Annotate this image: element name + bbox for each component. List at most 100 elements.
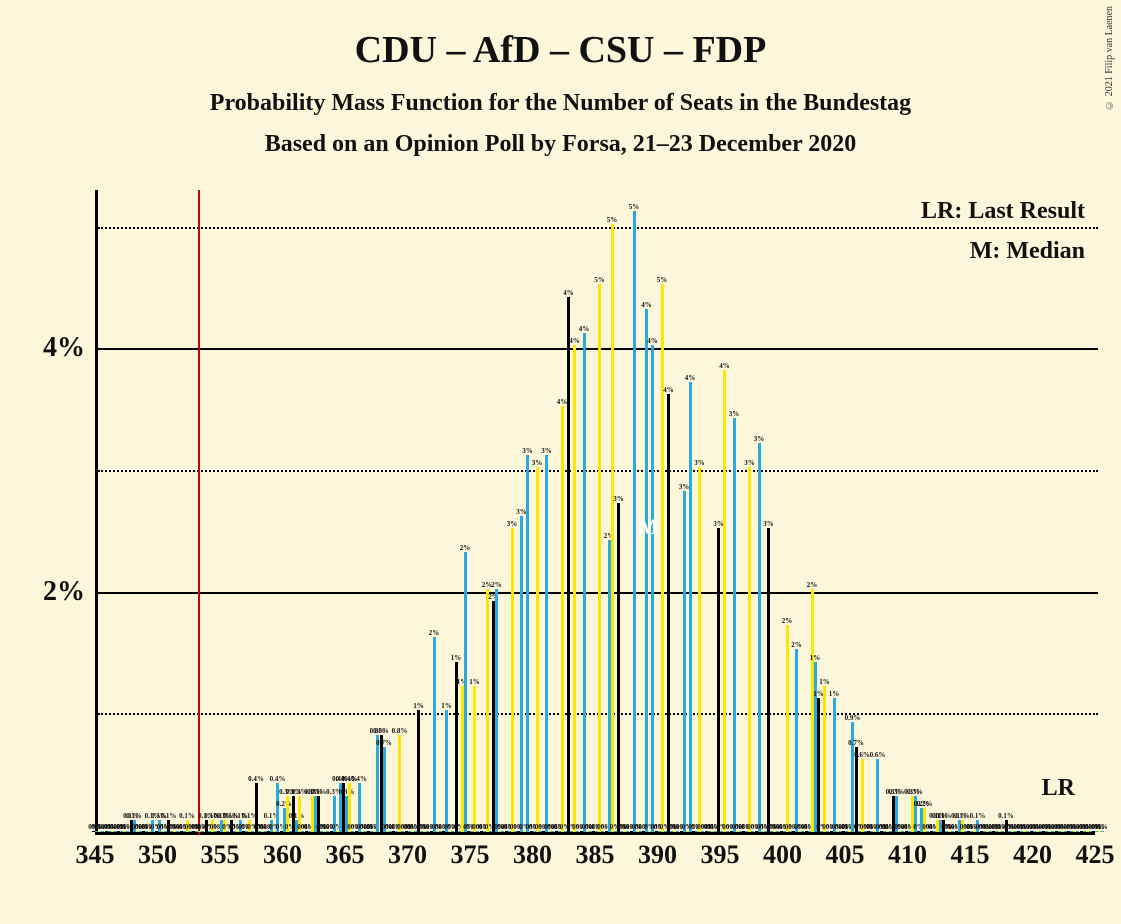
bar-value-label: 3% [541,447,552,455]
bar: 1% [823,686,826,832]
bar-value-label: 4% [563,289,574,297]
bar: 4% [723,370,726,832]
bar-value-label: 5% [629,203,640,211]
bar-value-label: 4% [569,337,580,345]
x-tick-label: 365 [326,840,365,870]
bar: 0.7% [383,747,386,832]
x-tick-label: 410 [888,840,927,870]
bar-value-label: 3% [694,459,705,467]
copyright-text: © 2021 Filip van Laenen [1104,6,1115,110]
bar: 5% [633,211,636,832]
x-tick-label: 375 [451,840,490,870]
x-tick-label: 370 [388,840,427,870]
bar-value-label: 3% [729,410,740,418]
bar-value-label: 4% [719,362,730,370]
bar-value-label: 0.1% [126,812,142,820]
x-tick-label: 360 [263,840,302,870]
bar: 3% [767,528,770,832]
bar: 3% [758,443,761,832]
bar: 1% [445,710,448,832]
bar: 4% [573,345,576,832]
bar: 4% [561,406,564,832]
bar-value-label: 0.7% [376,739,392,747]
bar-value-label: 0.1% [998,812,1014,820]
bar: 0.6% [861,759,864,832]
bar-value-label: 0.1% [161,812,177,820]
chart-subtitle-1: Probability Mass Function for the Number… [0,72,1121,117]
bar-value-label: 0.4% [248,775,264,783]
bar-value-label: 2% [782,617,793,625]
bar: 5% [598,284,601,832]
bar-value-label: 1% [810,654,821,662]
bar-value-label: 5% [607,216,618,224]
bar: 4% [689,382,692,832]
legend-last-result: LR: Last Result [921,198,1085,225]
bar: 2% [495,589,498,832]
bar-value-label: 4% [579,325,590,333]
bar-value-label: 4% [641,301,652,309]
chart-area: 0%0%0%0%0%0%0%0%0%0%0%0%0.1%0.1%0%0%0%0%… [95,190,1095,835]
x-tick-label: 390 [638,840,677,870]
bar-value-label: 2% [460,544,471,552]
bar: 1% [455,662,458,832]
bar-value-label: 2% [491,581,502,589]
bar-value-label: 5% [657,276,668,284]
bar-value-label: 0.8% [373,727,389,735]
median-marker: M [638,514,659,540]
bar: 5% [661,284,664,832]
x-tick-label: 420 [1013,840,1052,870]
bar: 3% [536,467,539,832]
x-tick-label: 395 [701,840,740,870]
bar-value-label: 3% [763,520,774,528]
bar: 2% [464,552,467,832]
bar-value-label: 0.2% [276,800,292,808]
bar-value-label: 0.8% [392,727,408,735]
bar: 3% [526,455,529,832]
x-tick-label: 385 [576,840,615,870]
x-tick-label: 350 [138,840,177,870]
chart-title: CDU – AfD – CSU – FDP [0,0,1121,72]
x-tick-label: 355 [201,840,240,870]
bar: 3% [698,467,701,832]
bar-value-label: 0.7% [848,739,864,747]
bar: 4% [567,297,570,832]
y-tick-label: 4% [43,332,85,364]
bar-value-label: 0.4% [270,775,286,783]
x-tick-label: 425 [1076,840,1115,870]
bar-value-label: 0.9% [845,714,861,722]
bar: 3% [617,503,620,832]
bar-value-label: 0.3% [889,788,905,796]
bar: 2% [486,589,489,832]
bar-value-label: 4% [685,374,696,382]
bar: 4% [645,309,648,832]
bar-value-label: 4% [663,386,674,394]
bar: 1% [417,710,420,832]
bar-value-label: 3% [532,459,543,467]
bar-value-label: 1% [441,702,452,710]
bar-value-label: 2% [807,581,818,589]
bar: 1% [473,686,476,832]
x-tick-label: 415 [951,840,990,870]
bar-value-label: 2% [791,641,802,649]
x-tick-label: 400 [763,840,802,870]
bar: 4% [667,394,670,832]
bar-value-label: 4% [557,398,568,406]
legend-median: M: Median [970,238,1085,265]
bar: 3% [683,491,686,832]
bar: 4% [583,333,586,832]
bar: 5% [611,224,614,832]
bar-value-label: 0.3% [311,788,327,796]
bar-value-label: 0.1% [970,812,986,820]
bar-value-label: 1% [469,678,480,686]
bar-value-label: 0.3% [339,788,355,796]
x-tick-label: 345 [76,840,115,870]
bar: 2% [786,625,789,832]
bar-value-label: 0.4% [351,775,367,783]
x-tick-label: 380 [513,840,552,870]
y-tick-label: 2% [43,576,85,608]
bar-value-label: 0.1% [179,812,195,820]
bar: 2% [433,637,436,832]
bars-container: 0%0%0%0%0%0%0%0%0%0%0%0%0.1%0.1%0%0%0%0%… [98,187,1098,832]
bar: 0.7% [855,747,858,832]
bar: 1% [817,698,820,832]
